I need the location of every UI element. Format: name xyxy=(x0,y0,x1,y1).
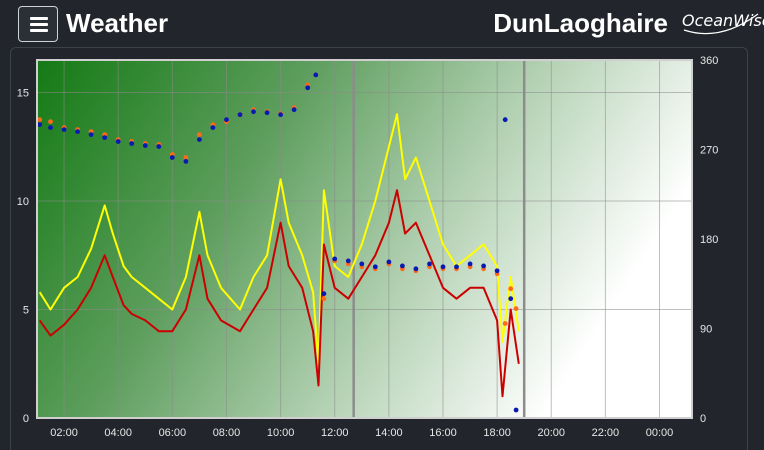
scatter-point-3 xyxy=(61,127,67,132)
scatter-point-3 xyxy=(142,143,148,148)
scatter-point-3 xyxy=(48,125,53,130)
scatter-point-3 xyxy=(494,268,500,274)
scatter-point-3 xyxy=(251,109,256,115)
scatter-point-3 xyxy=(332,256,338,262)
y2-tick-label: 180 xyxy=(700,234,718,246)
scatter-point-3 xyxy=(115,139,121,144)
hamburger-icon-bar xyxy=(30,29,48,32)
chart-panel xyxy=(10,47,748,450)
hamburger-icon xyxy=(30,17,48,20)
series-line-0 xyxy=(38,113,520,365)
x-tick-label: 06:00 xyxy=(159,427,187,439)
y2-tick-label: 90 xyxy=(700,324,712,336)
scatter-point-3 xyxy=(386,259,392,265)
scatter-point-3 xyxy=(278,112,283,118)
scatter-point-3 xyxy=(102,135,108,141)
x-tick-label: 20:00 xyxy=(537,427,565,439)
x-tick-label: 16:00 xyxy=(429,427,457,439)
scatter-point-3 xyxy=(237,112,243,118)
scatter-point-3 xyxy=(440,264,446,270)
y-axis-right: 0 90 180 270 360 xyxy=(700,55,718,425)
x-tick-label: 22:00 xyxy=(592,427,620,439)
scatter-point-3 xyxy=(454,264,459,270)
scatter-point-3 xyxy=(291,107,297,113)
scatter-point-3 xyxy=(224,117,229,123)
scatter-point-3 xyxy=(372,264,378,270)
scatter-point-2 xyxy=(37,117,43,123)
scatter-point-3 xyxy=(88,132,94,138)
scatter-point-3 xyxy=(169,155,175,160)
y2-tick-label: 0 xyxy=(700,413,706,425)
scatter-point-2 xyxy=(48,119,53,125)
x-tick-label: 02:00 xyxy=(50,427,78,439)
scatter-point-3 xyxy=(427,261,432,267)
scatter-point-3 xyxy=(210,125,216,130)
scatter-point-3 xyxy=(481,263,486,269)
hamburger-icon-bar xyxy=(30,23,48,26)
x-tick-label: 18:00 xyxy=(483,427,511,439)
plot-border xyxy=(36,59,693,419)
scatter-point-3 xyxy=(413,266,419,272)
scatter-point-3 xyxy=(400,263,405,269)
y-tick-label: 10 xyxy=(17,196,29,208)
scatter-point-3 xyxy=(264,110,270,116)
x-axis: 02:00 04:00 06:00 08:00 10:00 12:00 14:00 16:00… xyxy=(50,427,673,439)
scatter-point-3 xyxy=(513,407,519,413)
menu-button[interactable] xyxy=(18,6,58,42)
scatter-point-3 xyxy=(508,296,514,302)
scatter-point-2 xyxy=(502,321,508,326)
oceanwise-logo: OceanWise xyxy=(682,11,764,30)
y2-tick-label: 360 xyxy=(700,55,718,67)
scatter-point-3 xyxy=(321,291,327,297)
scatter-point-3 xyxy=(37,122,43,127)
scatter-point-3 xyxy=(129,141,135,146)
app-header: Weather DunLaoghaire OceanWise xyxy=(0,0,764,46)
x-tick-label: 00:00 xyxy=(646,427,674,439)
scatter-point-3 xyxy=(183,159,189,164)
chart-marks xyxy=(37,72,520,413)
y2-tick-label: 270 xyxy=(700,145,718,157)
scatter-point-2 xyxy=(197,132,202,138)
scatter-point-2 xyxy=(321,296,327,302)
scatter-point-3 xyxy=(467,261,473,267)
scatter-point-3 xyxy=(197,137,202,143)
scatter-point-3 xyxy=(313,72,319,78)
x-tick-label: 12:00 xyxy=(321,427,349,439)
station-name: DunLaoghaire xyxy=(493,8,668,38)
x-tick-label: 08:00 xyxy=(213,427,241,439)
scatter-point-2 xyxy=(513,306,519,311)
page-title: Weather xyxy=(66,8,169,38)
y-tick-label: 5 xyxy=(23,305,29,317)
scatter-point-3 xyxy=(502,117,508,123)
y-tick-label: 0 xyxy=(23,413,29,425)
y-tick-label: 15 xyxy=(17,88,29,100)
x-tick-label: 10:00 xyxy=(267,427,295,439)
scatter-point-2 xyxy=(508,286,514,292)
x-tick-label: 04:00 xyxy=(104,427,132,439)
scatter-point-2 xyxy=(183,155,189,160)
scatter-point-3 xyxy=(305,85,311,91)
scatter-point-3 xyxy=(156,144,162,149)
scatter-point-3 xyxy=(75,129,80,135)
series-line-1 xyxy=(38,189,520,398)
y-axis-left: 0 5 10 15 xyxy=(17,88,29,425)
scatter-point-3 xyxy=(345,258,351,264)
scatter-point-3 xyxy=(359,261,365,267)
oceanwise-logo-swoosh-icon xyxy=(683,13,759,35)
x-tick-label: 14:00 xyxy=(375,427,403,439)
